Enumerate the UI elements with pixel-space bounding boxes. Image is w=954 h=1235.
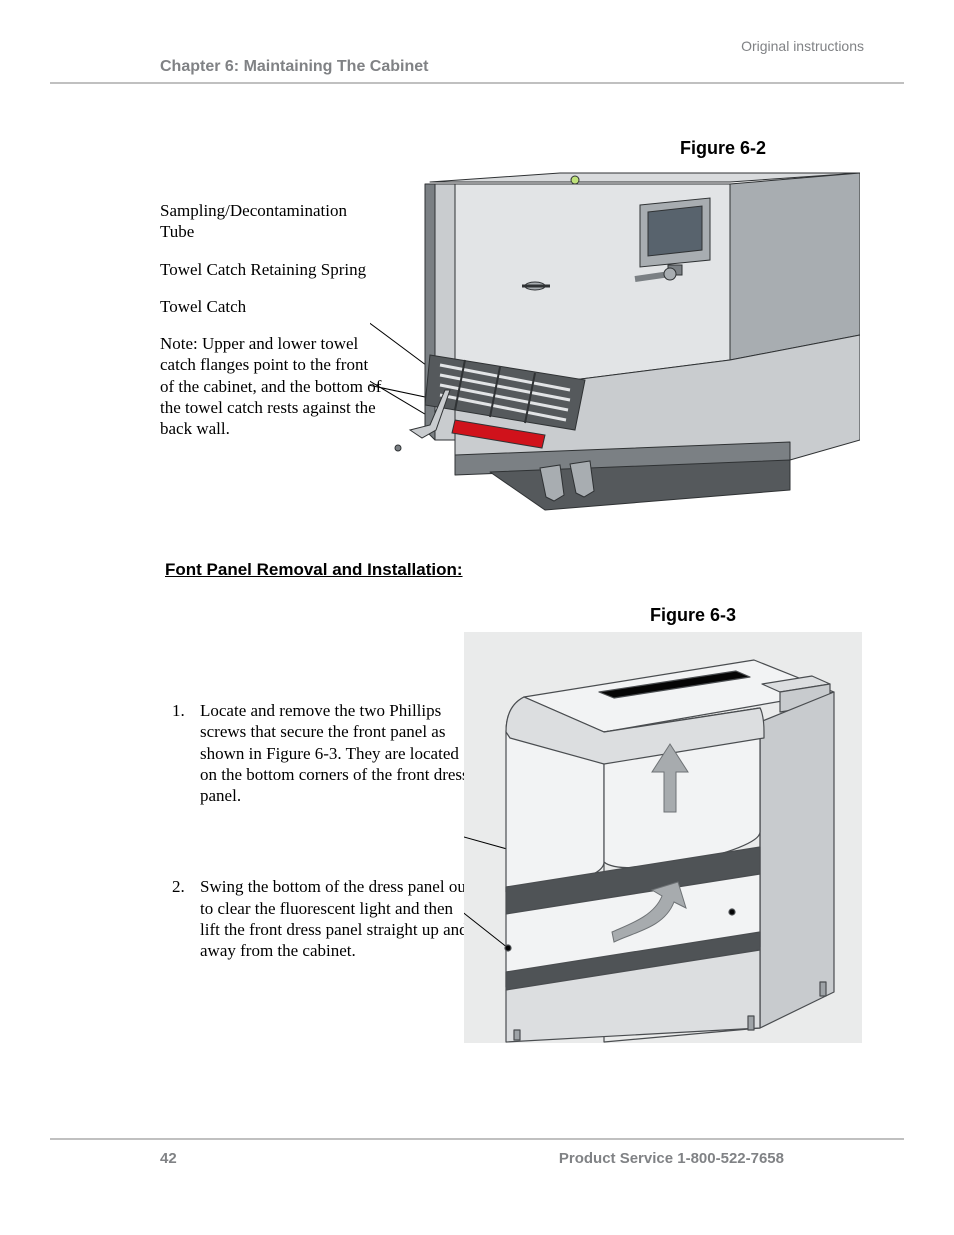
- figure-6-3-title: Figure 6-3: [650, 605, 736, 626]
- section-front-panel-title: Font Panel Removal and Installation:: [165, 560, 463, 580]
- footer-service: Product Service 1-800-522-7658: [559, 1150, 784, 1167]
- step-2-number: 2.: [172, 876, 200, 961]
- figure-6-2-illustration: [370, 170, 860, 540]
- callout-towel-catch: Towel Catch: [160, 296, 385, 317]
- step-2-text: Swing the bottom of the dress panel out …: [200, 876, 472, 961]
- top-divider: [50, 82, 904, 84]
- step-2: 2. Swing the bottom of the dress panel o…: [172, 876, 472, 961]
- callout-note: Note: Upper and lower towel catch flange…: [160, 333, 385, 439]
- bottom-divider: [50, 1138, 904, 1140]
- steps-list: 1. Locate and remove the two Phillips sc…: [172, 700, 472, 1031]
- figure-6-2-title: Figure 6-2: [680, 138, 766, 159]
- page-number: 42: [160, 1150, 177, 1167]
- header-original-instructions: Original instructions: [741, 38, 864, 54]
- callout-retaining-spring: Towel Catch Retaining Spring: [160, 259, 385, 280]
- chapter-title: Chapter 6: Maintaining The Cabinet: [160, 58, 428, 76]
- step-1-number: 1.: [172, 700, 200, 806]
- figure-6-3-illustration: [464, 632, 862, 1043]
- step-1: 1. Locate and remove the two Phillips sc…: [172, 700, 472, 806]
- figure-6-2-callouts: Sampling/Decontamination Tube Towel Catc…: [160, 200, 385, 455]
- callout-sampling-tube: Sampling/Decontamination Tube: [160, 200, 385, 243]
- step-1-text: Locate and remove the two Phillips screw…: [200, 700, 472, 806]
